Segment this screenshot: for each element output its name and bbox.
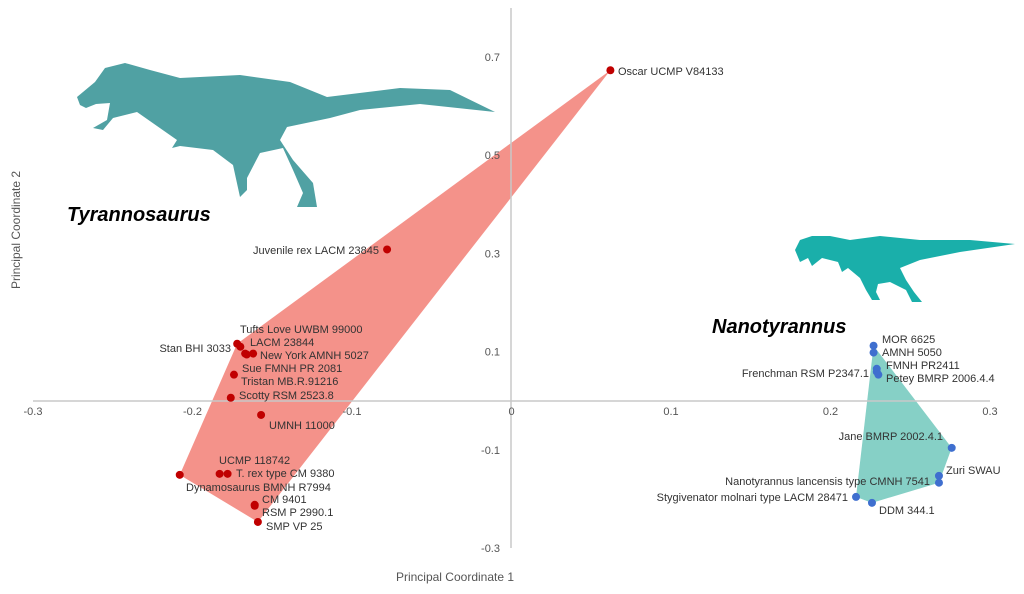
point-label: Nanotyrannus lancensis type CMNH 7541	[725, 476, 930, 488]
point-label: RSM P 2990.1	[262, 507, 333, 519]
y-tick-label: 0.7	[485, 52, 500, 64]
point-label: Jane BMRP 2002.4.1	[839, 431, 943, 443]
point-label: CM 9401	[262, 494, 307, 506]
point-label: New York AMNH 5027	[260, 350, 369, 362]
data-point[interactable]	[223, 469, 232, 478]
x-tick-label: 0.1	[663, 406, 678, 418]
data-point[interactable]	[226, 393, 235, 402]
y-tick-label: -0.3	[481, 543, 500, 555]
nanotyrannus-silhouette	[795, 236, 1015, 302]
point-label: AMNH 5050	[882, 347, 942, 359]
data-point[interactable]	[874, 370, 883, 379]
point-label: Tufts Love UWBM 99000	[240, 324, 362, 336]
x-tick-label: 0.3	[982, 406, 997, 418]
data-point[interactable]	[257, 410, 266, 419]
tyrannosaurus-silhouette	[77, 63, 495, 207]
point-label: MOR 6625	[882, 334, 935, 346]
nanotyrannus-hull	[856, 345, 952, 503]
data-point[interactable]	[250, 501, 259, 510]
point-label: Stan BHI 3033	[159, 343, 231, 355]
data-point[interactable]	[236, 342, 245, 351]
data-point[interactable]	[253, 517, 262, 526]
x-axis-title: Principal Coordinate 1	[396, 570, 514, 584]
point-label: SMP VP 25	[266, 521, 322, 533]
x-tick-label: -0.2	[183, 406, 202, 418]
point-label: Scotty RSM 2523.8	[239, 390, 334, 402]
point-label: Juvenile rex LACM 23845	[253, 245, 379, 257]
y-axis-title: Principal Coordinate 2	[9, 171, 23, 289]
data-point[interactable]	[229, 370, 238, 379]
x-tick-label: 0	[508, 406, 514, 418]
data-point[interactable]	[867, 498, 876, 507]
point-label: DDM 344.1	[879, 505, 935, 517]
point-label: Dynamosaurus BMNH R7994	[186, 482, 331, 494]
data-point[interactable]	[606, 66, 615, 75]
data-point[interactable]	[947, 443, 956, 452]
y-tick-label: 0.1	[485, 347, 500, 359]
x-tick-label: -0.3	[24, 406, 43, 418]
y-tick-label: -0.1	[481, 445, 500, 457]
y-tick-label: 0.3	[485, 248, 500, 260]
point-label: UCMP 118742	[219, 455, 290, 467]
point-label: LACM 23844	[250, 337, 314, 349]
point-label: UMNH 11000	[269, 420, 335, 432]
data-point[interactable]	[934, 471, 943, 480]
point-label: Tristan MB.R.91216	[241, 376, 338, 388]
data-point[interactable]	[383, 245, 392, 254]
point-label: Frenchman RSM P2347.1	[742, 368, 869, 380]
data-point[interactable]	[175, 470, 184, 479]
tyrannosaurus-hull	[179, 70, 611, 522]
point-label: Stygivenator molnari type LACM 28471	[657, 492, 848, 504]
data-point[interactable]	[249, 349, 258, 358]
data-point[interactable]	[869, 348, 878, 357]
point-label: Sue FMNH PR 2081	[242, 363, 342, 375]
point-label: Petey BMRP 2006.4.4	[886, 373, 995, 385]
data-point[interactable]	[869, 341, 878, 350]
x-tick-label: 0.2	[823, 406, 838, 418]
point-label: T. rex type CM 9380	[236, 468, 334, 480]
data-point[interactable]	[242, 350, 251, 359]
point-label: FMNH PR2411	[886, 360, 960, 372]
x-tick-label: -0.1	[343, 406, 362, 418]
y-tick-label: 0.5	[485, 150, 500, 162]
data-point[interactable]	[852, 492, 861, 501]
point-label: Oscar UCMP V84133	[618, 66, 724, 78]
point-label: Zuri SWAU	[946, 465, 1001, 477]
tyrannosaurus-label: Tyrannosaurus	[67, 204, 211, 226]
data-point[interactable]	[215, 469, 224, 478]
nanotyrannus-label: Nanotyrannus	[712, 316, 846, 338]
data-point[interactable]	[934, 478, 943, 487]
